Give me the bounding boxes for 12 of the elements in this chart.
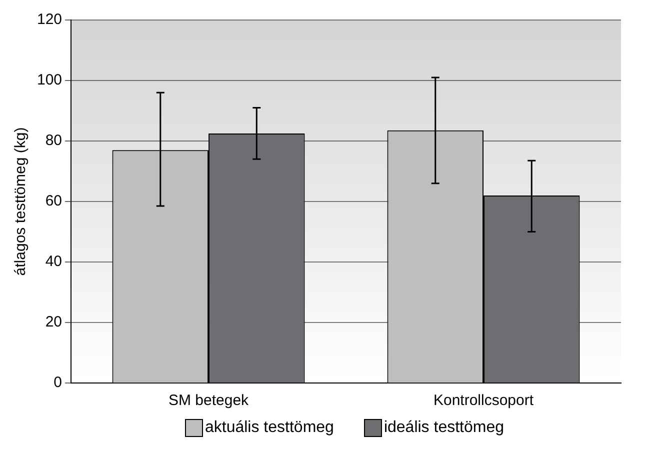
legend-label: ideális testtömeg: [384, 419, 504, 437]
y-axis-title: átlagos testtömeg (kg): [12, 127, 30, 276]
y-tick-label: 0: [54, 374, 62, 392]
x-tick-label: SM betegek: [168, 392, 250, 410]
y-tick-label: 40: [45, 253, 62, 270]
y-tick-label: 100: [36, 72, 62, 89]
y-tick-label: 80: [45, 132, 62, 150]
y-tick-label: 120: [36, 11, 62, 28]
x-tick-label: Kontrollcsoport: [433, 392, 534, 410]
text: aktuális testtömeg: [204, 419, 334, 437]
y-tick-label: 20: [45, 314, 62, 331]
y-tick-label: 60: [45, 192, 62, 210]
